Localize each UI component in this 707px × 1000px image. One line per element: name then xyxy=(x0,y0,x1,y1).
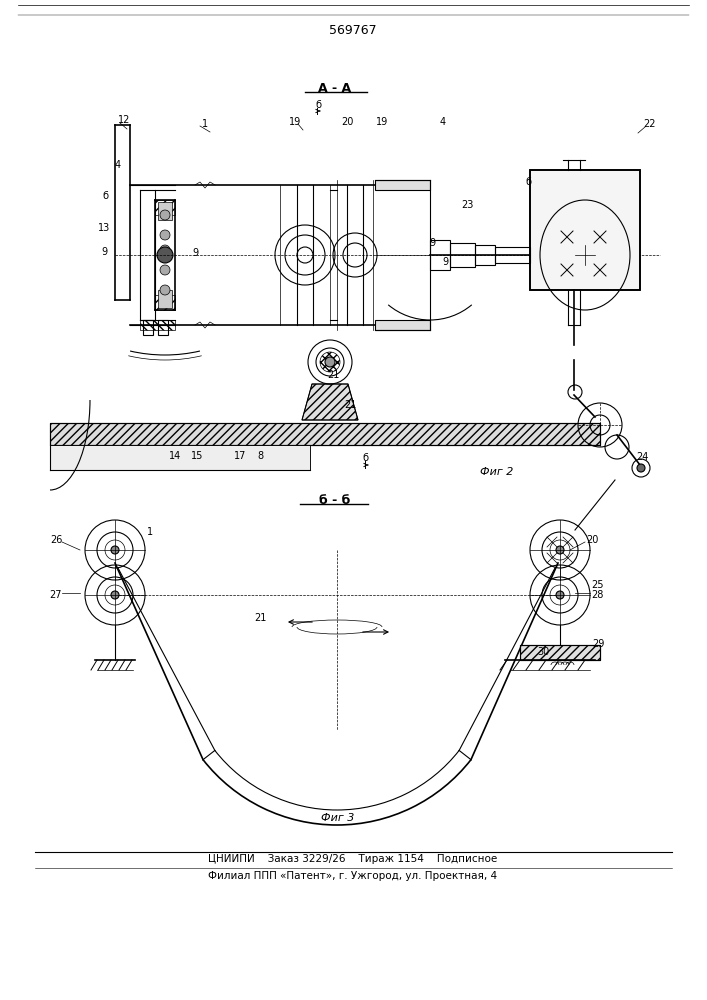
Bar xyxy=(143,320,153,335)
Text: А - А: А - А xyxy=(318,82,351,95)
Text: 9: 9 xyxy=(192,248,198,258)
Text: 25: 25 xyxy=(591,580,603,590)
Bar xyxy=(158,320,168,335)
Bar xyxy=(50,445,310,470)
Bar xyxy=(520,645,600,660)
Bar xyxy=(430,240,450,270)
Text: 20: 20 xyxy=(341,117,354,127)
Text: б: б xyxy=(525,177,531,187)
Bar xyxy=(158,290,172,308)
Bar xyxy=(375,180,430,190)
Bar xyxy=(450,243,475,267)
Text: 30: 30 xyxy=(537,647,549,657)
Text: 9: 9 xyxy=(101,247,107,257)
Text: б - б: б - б xyxy=(320,493,351,506)
Text: 21: 21 xyxy=(344,400,356,410)
Text: 4: 4 xyxy=(440,117,446,127)
Text: 24: 24 xyxy=(636,452,648,462)
Circle shape xyxy=(160,265,170,275)
Bar xyxy=(520,645,600,660)
Circle shape xyxy=(325,357,335,367)
Text: Фиг 2: Фиг 2 xyxy=(480,467,513,477)
Bar xyxy=(495,247,530,263)
Text: 12: 12 xyxy=(118,115,130,125)
Text: 13: 13 xyxy=(98,223,110,233)
Text: 569767: 569767 xyxy=(329,23,377,36)
Text: 26: 26 xyxy=(49,535,62,545)
Text: 1: 1 xyxy=(147,527,153,537)
Text: б: б xyxy=(102,191,108,201)
Text: 1: 1 xyxy=(202,119,208,129)
Text: 28: 28 xyxy=(591,590,603,600)
Bar xyxy=(50,423,600,445)
Text: 27: 27 xyxy=(49,590,62,600)
Text: 14: 14 xyxy=(169,451,181,461)
Text: 15: 15 xyxy=(191,451,203,461)
Circle shape xyxy=(111,546,119,554)
Text: Фиг 3: Фиг 3 xyxy=(321,813,355,823)
Text: 17: 17 xyxy=(234,451,246,461)
Text: 22: 22 xyxy=(643,119,655,129)
Text: Филиал ППП «Патент», г. Ужгород, ул. Проектная, 4: Филиал ППП «Патент», г. Ужгород, ул. Про… xyxy=(209,871,498,881)
Circle shape xyxy=(160,210,170,220)
Text: ЦНИИПИ    Заказ 3229/26    Тираж 1154    Подписное: ЦНИИПИ Заказ 3229/26 Тираж 1154 Подписно… xyxy=(209,854,498,864)
Text: 20: 20 xyxy=(586,535,598,545)
Text: б: б xyxy=(315,100,321,110)
Circle shape xyxy=(160,230,170,240)
Bar xyxy=(530,170,640,290)
Circle shape xyxy=(160,245,170,255)
Circle shape xyxy=(556,546,564,554)
Text: 9: 9 xyxy=(429,238,435,248)
Bar xyxy=(530,170,640,290)
Text: 23: 23 xyxy=(461,200,473,210)
Circle shape xyxy=(556,591,564,599)
Text: 19: 19 xyxy=(289,117,301,127)
Circle shape xyxy=(160,285,170,295)
Circle shape xyxy=(637,464,645,472)
Text: 8: 8 xyxy=(257,451,263,461)
Text: б: б xyxy=(362,453,368,463)
Bar xyxy=(475,245,495,265)
Text: 21: 21 xyxy=(254,613,267,623)
Circle shape xyxy=(157,247,173,263)
Bar xyxy=(375,320,430,330)
Circle shape xyxy=(111,591,119,599)
Text: 9: 9 xyxy=(442,257,448,267)
Text: 19: 19 xyxy=(376,117,388,127)
Bar xyxy=(520,645,600,660)
Text: 21: 21 xyxy=(327,370,339,380)
Text: 29: 29 xyxy=(592,639,604,649)
Bar xyxy=(158,202,172,220)
Bar xyxy=(50,423,600,445)
Polygon shape xyxy=(302,384,358,420)
Text: 4: 4 xyxy=(115,160,121,170)
Bar xyxy=(50,423,600,445)
